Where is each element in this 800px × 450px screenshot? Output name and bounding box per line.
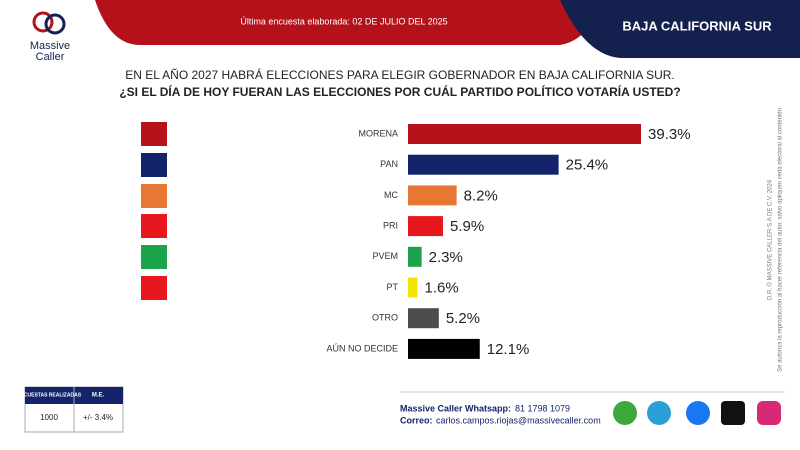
email-label: Correo: [400, 415, 433, 425]
category-label: PRI [383, 220, 398, 230]
category-label: OTRO [372, 313, 398, 323]
table-header-cell: M.E. [92, 393, 105, 399]
party-logo [141, 245, 167, 269]
question: ¿SI EL DÍA DE HOY FUERAN LAS ELECCIONES … [119, 84, 680, 99]
bar [408, 246, 422, 267]
brand-logo [32, 11, 66, 35]
chart: MORENA 39.3% PAN 25.4% MC 8.2% PRI 5.9% PVEM 2.3%… [326, 124, 691, 359]
value-label: 25.4% [566, 157, 609, 174]
party-logo [141, 122, 167, 146]
brand: Caller [36, 51, 65, 63]
survey-date: Última encuesta elaborada: 02 DE JULIO D… [240, 16, 447, 26]
bar [408, 185, 457, 206]
bar [408, 308, 439, 329]
facebook-icon[interactable] [686, 401, 710, 425]
whatsapp: 81 1798 1079 [515, 403, 570, 413]
social-icons [613, 401, 781, 425]
party-logos [141, 122, 167, 300]
party-logo [141, 276, 167, 300]
region: BAJA CALIFORNIA SUR [622, 18, 772, 33]
question: EN EL AÑO 2027 HABRÁ ELECCIONES PARA ELE… [125, 67, 675, 82]
whatsapp-icon[interactable] [613, 401, 637, 425]
telegram-icon[interactable] [647, 401, 671, 425]
category-label: PAN [380, 159, 398, 169]
bar [408, 338, 480, 359]
category-label: PT [386, 282, 398, 292]
category-label: PVEM [372, 251, 398, 261]
email: carlos.campos.riojas@massivecaller.com [436, 415, 601, 425]
stats-table: ENCUESTAS REALIZADAS M.E. 1000 +/- 3.4% [17, 386, 124, 433]
value-label: 5.9% [450, 218, 484, 235]
table-header-cell: ENCUESTAS REALIZADAS [17, 392, 82, 398]
value-label: 2.3% [429, 249, 463, 266]
category-label: MORENA [358, 128, 398, 138]
party-logo [141, 214, 167, 238]
party-logo [141, 153, 167, 177]
x-icon[interactable] [721, 401, 745, 425]
brand: Massive [30, 40, 70, 52]
bar [408, 277, 418, 298]
value-label: 12.1% [487, 341, 530, 358]
value-label: 8.2% [464, 187, 498, 204]
value-label: 1.6% [424, 279, 458, 296]
header-band [95, 0, 600, 45]
category-label: MC [384, 190, 398, 200]
bar [408, 154, 559, 175]
region-band [560, 0, 800, 58]
legal: D.R. © MASSIVE CALLER S.A DE C.V. 2024 [767, 179, 774, 300]
table-cell: +/- 3.4% [83, 413, 113, 422]
value-label: 39.3% [648, 126, 691, 143]
party-logo [141, 184, 167, 208]
value-label: 5.2% [446, 310, 480, 327]
table-cell: 1000 [40, 413, 58, 422]
legal: Se autoriza la reproducción al hacer ref… [778, 107, 784, 371]
bar [408, 124, 642, 144]
instagram-icon[interactable] [757, 401, 781, 425]
bar [408, 216, 443, 237]
category-label: AÚN NO DECIDE [326, 343, 398, 353]
whatsapp-label: Massive Caller Whatsapp: [400, 403, 511, 413]
